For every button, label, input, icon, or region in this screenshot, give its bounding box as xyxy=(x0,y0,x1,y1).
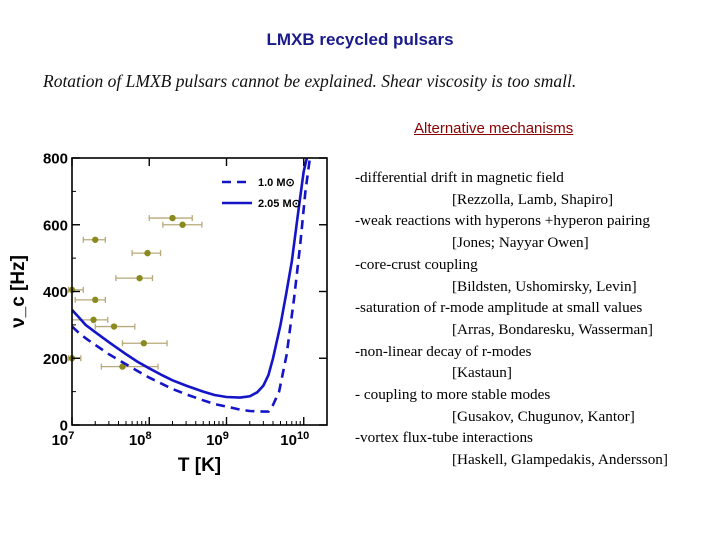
y-tick-label: 800 xyxy=(43,151,68,168)
x-tick-label: 1010 xyxy=(280,430,309,449)
x-tick-label: 108 xyxy=(129,430,152,449)
mechanism-refs: [Gusakov, Chugunov, Kantor] xyxy=(452,407,635,425)
data-point xyxy=(110,323,118,330)
data-point xyxy=(140,340,147,347)
y-tick-label: 400 xyxy=(43,284,68,301)
data-point xyxy=(144,249,151,257)
mechanism-refs: [Rezzolla, Lamb, Shapiro] xyxy=(452,190,614,208)
slide-title: LMXB recycled pulsars xyxy=(266,30,454,49)
x-tick-label: 109 xyxy=(206,430,229,449)
legend-label: 1.0 M⊙ xyxy=(258,177,295,189)
data-point xyxy=(92,236,99,243)
mechanism-refs: [Haskell, Glampedakis, Andersson] xyxy=(452,451,668,469)
mechanism-refs: [Jones; Nayyar Owen] xyxy=(452,234,589,252)
mechanism-text: -differential drift in magnetic field xyxy=(355,169,564,186)
slide-subtitle: Rotation of LMXB pulsars cannot be expla… xyxy=(43,71,577,91)
data-point xyxy=(169,214,176,222)
data-point xyxy=(179,221,186,228)
mechanism-text: -vortex flux-tube interactions xyxy=(355,429,533,447)
legend-label: 2.05 M⊙ xyxy=(258,198,301,210)
mechanism-text: -weak reactions with hyperons +hyperon p… xyxy=(355,212,650,230)
x-tick-label: 107 xyxy=(52,430,75,449)
mechanism-refs: [Bildsten, Ushomirsky, Levin] xyxy=(452,277,637,295)
x-axis-label: T [K] xyxy=(178,455,221,476)
y-axis-label: ν_c [Hz] xyxy=(8,255,29,328)
mechanism-text: - coupling to more stable modes xyxy=(355,386,551,404)
y-tick-label: 200 xyxy=(43,351,68,368)
mechanism-text: -non-linear decay of r-modes xyxy=(355,342,532,360)
data-point xyxy=(90,316,97,324)
mechanism-refs: [Kastaun] xyxy=(452,364,512,382)
mechanism-refs: [Arras, Bondaresku, Wasserman] xyxy=(452,320,653,338)
y-tick-label: 0 xyxy=(60,418,68,435)
mechanism-text: -saturation of r-mode amplitude at small… xyxy=(355,299,643,317)
mechanism-list: -differential drift in magnetic field [R… xyxy=(355,167,668,471)
y-tick-label: 600 xyxy=(43,217,68,234)
alternative-mechanisms-heading: Alternative mechanisms xyxy=(414,120,574,137)
data-point xyxy=(92,296,99,304)
data-point xyxy=(119,363,126,370)
data-point xyxy=(136,274,143,282)
mechanism-text: -core-crust coupling xyxy=(355,255,478,273)
series-line-1 xyxy=(72,158,309,399)
critical-frequency-chart: 0 200 400 600 800 107 108 109 1010 T [K] ν_c [Hz] 1… xyxy=(8,151,328,476)
series-line-0 xyxy=(72,158,312,413)
